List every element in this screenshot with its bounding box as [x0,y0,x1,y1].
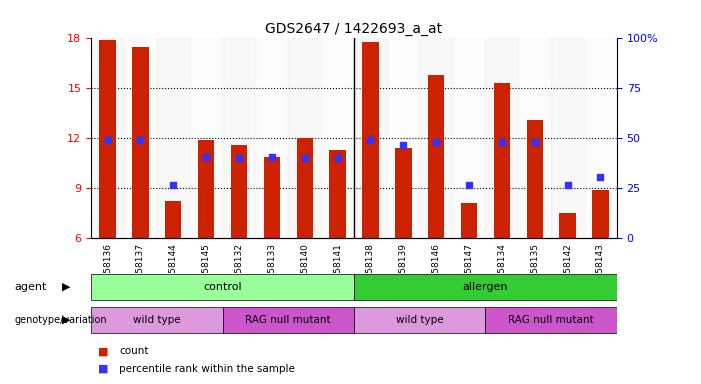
Bar [321,38,354,238]
Point [299,155,311,161]
Bar [395,148,411,238]
Bar [264,157,280,238]
Text: ▶: ▶ [62,282,71,292]
Point [397,142,409,148]
Bar [255,38,288,238]
Bar [198,140,215,238]
Point [102,137,113,143]
Bar [354,38,387,238]
Bar [428,75,444,238]
Title: GDS2647 / 1422693_a_at: GDS2647 / 1422693_a_at [266,22,442,36]
Bar [297,138,313,238]
Bar [559,213,576,238]
FancyBboxPatch shape [91,274,354,300]
Text: ■: ■ [98,364,109,374]
Bar [223,38,255,238]
Bar [494,83,510,238]
Bar [165,202,182,238]
Bar [485,38,518,238]
Text: control: control [203,282,242,292]
FancyBboxPatch shape [223,307,354,333]
Text: wild type: wild type [133,314,181,325]
Text: RAG null mutant: RAG null mutant [245,314,331,325]
Bar [329,150,346,238]
Bar [124,38,157,238]
Bar [461,203,477,238]
Text: RAG null mutant: RAG null mutant [508,314,594,325]
Bar [518,38,551,238]
Text: wild type: wild type [396,314,444,325]
Bar [231,145,247,238]
Bar [387,38,420,238]
Point [266,154,278,160]
Text: percentile rank within the sample: percentile rank within the sample [119,364,295,374]
Bar [288,38,321,238]
Text: ■: ■ [98,346,109,356]
Point [233,155,245,161]
Text: allergen: allergen [463,282,508,292]
Point [562,182,573,188]
Point [365,137,376,143]
Point [200,154,212,160]
Bar [420,38,453,238]
Bar [584,38,617,238]
Text: genotype/variation: genotype/variation [14,314,107,325]
Bar [132,47,149,238]
FancyBboxPatch shape [91,307,223,333]
Bar [190,38,223,238]
Point [595,174,606,180]
FancyBboxPatch shape [354,274,617,300]
Bar [362,42,379,238]
Bar [551,38,584,238]
Bar [100,40,116,238]
Point [135,137,146,143]
FancyBboxPatch shape [354,307,485,333]
Bar [453,38,485,238]
Point [529,139,540,145]
Bar [592,190,608,238]
Text: count: count [119,346,149,356]
Point [168,182,179,188]
Point [430,139,442,145]
Text: agent: agent [14,282,46,292]
Point [463,182,475,188]
Bar [157,38,190,238]
Point [332,155,343,161]
FancyBboxPatch shape [485,307,617,333]
Point [496,139,508,145]
Text: ▶: ▶ [62,314,71,325]
Bar [91,38,124,238]
Bar [526,120,543,238]
